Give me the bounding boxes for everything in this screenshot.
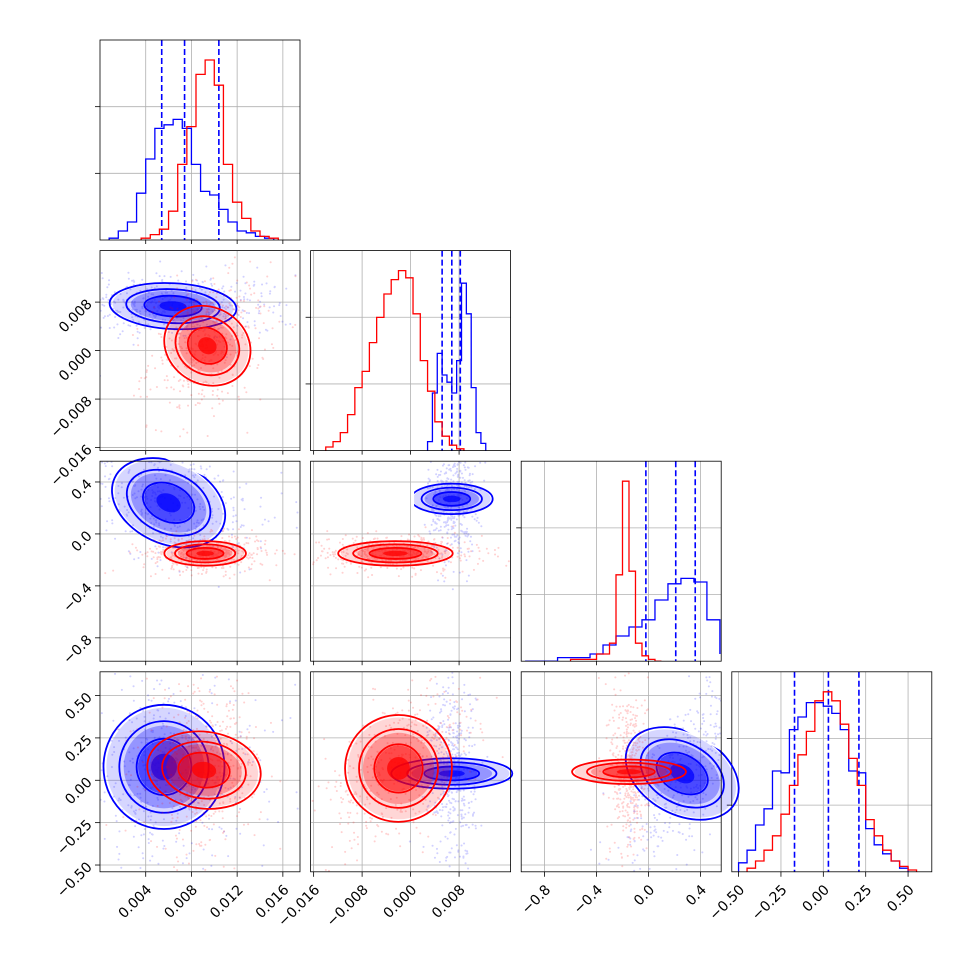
- x-tick-label: 0.004: [116, 882, 156, 922]
- contour-line: [432, 491, 472, 507]
- histogram-series-1: [746, 691, 918, 872]
- scatter-frame: [99, 671, 301, 873]
- scatter-panel-0-3: [100, 671, 300, 872]
- contour-line: [108, 282, 238, 331]
- density-fill: [442, 495, 461, 503]
- y-tick-label: −0.25: [54, 817, 96, 859]
- scatter-points: [416, 461, 487, 591]
- y-tick-label: 0.008: [56, 296, 96, 336]
- y-tick-label: 0.0: [69, 528, 96, 555]
- contour-line: [586, 761, 672, 782]
- x-tick-label: −0.25: [749, 882, 791, 924]
- contour-line: [125, 468, 212, 537]
- histogram-panel-2: [516, 461, 722, 662]
- contour-line: [161, 740, 247, 800]
- scatter-panel-0-1: [100, 250, 300, 451]
- density-fill: [156, 493, 181, 513]
- x-tick-label: −0.4: [571, 882, 606, 917]
- y-tick-label: −0.008: [48, 393, 96, 441]
- contour-line: [186, 326, 228, 365]
- histogram-series-0: [108, 118, 275, 240]
- histogram-panel-3: [726, 671, 932, 872]
- y-tick-label: 0.00: [62, 775, 95, 808]
- density-fill: [387, 756, 410, 780]
- scatter-panel-1-3: [310, 671, 514, 872]
- histogram-series-1: [569, 480, 662, 662]
- x-tick-label: 0.4: [683, 882, 710, 909]
- scatter-panel-0-2: [100, 457, 300, 662]
- x-tick-label: 0.00: [800, 882, 833, 915]
- contour-line: [344, 714, 453, 823]
- x-tick-label: 0.0: [631, 882, 658, 909]
- contour-line: [142, 481, 196, 524]
- contour-line: [143, 294, 203, 318]
- contour-line: [146, 730, 262, 810]
- histogram-frame: [520, 460, 722, 662]
- y-tick-label: 0.50: [62, 690, 95, 723]
- scatter-panel-2-3: [521, 671, 740, 872]
- contour-line: [352, 543, 439, 564]
- contour-line: [373, 743, 424, 794]
- y-tick-label: 0.25: [62, 732, 95, 765]
- histogram-series-1: [140, 59, 279, 240]
- density-fill: [196, 550, 214, 557]
- x-tick-label: 0.50: [884, 882, 917, 915]
- density-fill: [198, 337, 217, 355]
- density-fill: [159, 301, 187, 312]
- density-fill: [151, 753, 177, 781]
- density-fill: [191, 761, 217, 779]
- histogram-frame: [731, 671, 933, 873]
- x-tick-label: 0.000: [381, 882, 421, 922]
- scatter-panel-1-2: [310, 461, 511, 662]
- histogram-series-1: [325, 269, 465, 451]
- contour-line: [414, 482, 494, 516]
- y-tick-label: −0.4: [60, 580, 95, 615]
- contour-line: [420, 486, 483, 512]
- contour-line: [163, 304, 252, 387]
- x-tick-label: 0.25: [842, 882, 875, 915]
- density-fill: [383, 550, 408, 557]
- histogram-frame: [99, 39, 301, 241]
- histogram-panel-0: [95, 40, 300, 240]
- scatter-frame: [520, 671, 722, 873]
- x-tick-label: 0.012: [207, 882, 247, 922]
- x-tick-label: −0.50: [707, 882, 749, 924]
- contour-line: [602, 765, 656, 779]
- contour-line: [358, 728, 439, 809]
- density-fill: [616, 769, 642, 775]
- contour-line: [337, 540, 454, 567]
- histogram-series-0: [426, 282, 487, 451]
- y-tick-label: −0.8: [60, 632, 95, 667]
- histogram-panel-1: [305, 250, 511, 451]
- x-tick-label: −0.8: [519, 882, 554, 917]
- y-tick-label: 0.000: [56, 345, 96, 385]
- contour-line: [185, 546, 225, 560]
- histogram-series-0: [525, 577, 721, 662]
- x-tick-label: −0.008: [324, 882, 372, 930]
- contour-line: [177, 751, 231, 789]
- contour-line: [174, 315, 241, 377]
- contour-line: [655, 751, 709, 796]
- x-tick-label: 0.008: [429, 882, 469, 922]
- scatter-frame: [99, 460, 301, 662]
- contour-line: [163, 540, 247, 567]
- y-tick-label: 0.4: [69, 476, 96, 503]
- contour-line: [174, 543, 237, 564]
- contour-line: [571, 758, 687, 785]
- y-tick-label: −0.50: [54, 859, 96, 901]
- contour-line: [368, 546, 423, 560]
- x-tick-label: 0.008: [161, 882, 201, 922]
